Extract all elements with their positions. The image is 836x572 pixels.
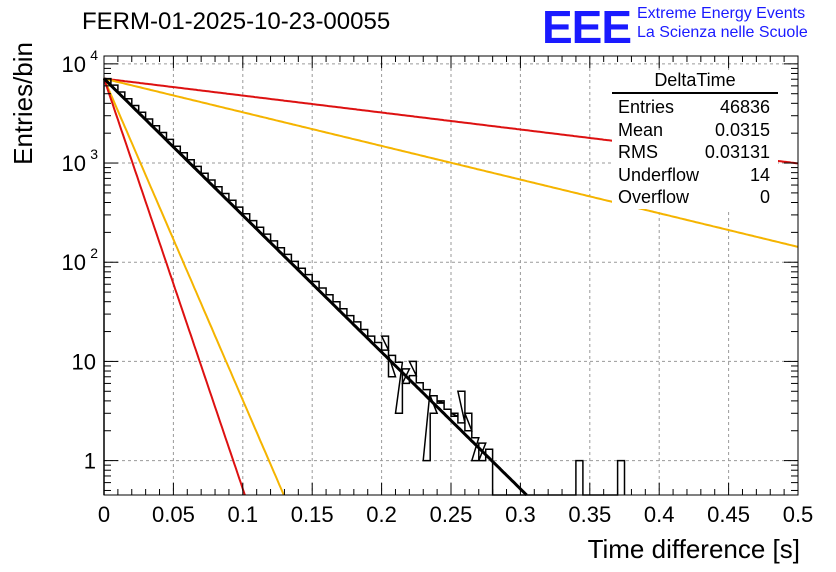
x-tick-label: 0.25 [430, 502, 473, 527]
stats-value: 0 [759, 187, 770, 207]
x-tick-label: 0.45 [707, 502, 750, 527]
logo-line-2: La Scienza nelle Scuole [637, 24, 808, 41]
y-tick-label: 10 [72, 349, 96, 374]
x-tick-label: 0.2 [366, 502, 397, 527]
logo-line-1: Extreme Energy Events [637, 5, 806, 22]
histogram-outline [103, 77, 626, 496]
x-tick-label: 0 [98, 502, 110, 527]
y-tick-label: 10 [62, 151, 86, 176]
stats-label: Underflow [618, 164, 700, 185]
stats-row-overflow: Overflow 0 [612, 186, 778, 209]
x-tick-label: 0.3 [505, 502, 536, 527]
y-tick-exponent: 2 [90, 245, 98, 261]
stats-row-mean: Mean 0.0315 [612, 119, 778, 142]
x-tick-label: 0.4 [644, 502, 675, 527]
stats-row-underflow: Underflow 14 [612, 164, 778, 187]
x-tick-label: 0.5 [783, 502, 814, 527]
x-tick-label: 0.1 [228, 502, 259, 527]
stats-label: Overflow [618, 187, 690, 207]
stats-row-entries: Entries 46836 [612, 96, 778, 119]
y-axis-label: Entries/bin [8, 42, 38, 165]
curve-fast-red [103, 78, 246, 496]
y-tick-label: 10 [62, 250, 86, 275]
stats-label: RMS [618, 142, 658, 162]
eee-logo: EEE [542, 1, 632, 53]
x-tick-label: 0.05 [152, 502, 195, 527]
x-tick-label: 0.15 [291, 502, 334, 527]
stats-row-rms: RMS 0.03131 [612, 141, 778, 164]
curve-fast-yellow [103, 78, 285, 496]
y-tick-label: 1 [84, 449, 96, 474]
curve-fit [102, 77, 528, 497]
chart-title: FERM-01-2025-10-23-00055 [82, 8, 391, 35]
stats-title: DeltaTime [612, 70, 778, 94]
curve-slow-yellow [103, 77, 799, 248]
stats-value: 14 [749, 164, 770, 185]
y-tick-exponent: 3 [90, 146, 98, 162]
y-tick-label: 10 [62, 52, 86, 77]
stats-value: 0.0315 [714, 119, 770, 140]
stats-value: 0.03131 [704, 142, 770, 162]
logo-caption: Extreme Energy Events La Scienza nelle S… [637, 4, 808, 42]
x-axis-label: Time difference [s] [588, 534, 800, 564]
stats-label: Mean [618, 119, 664, 140]
stats-label: Entries [618, 97, 675, 117]
x-tick-label: 0.35 [568, 502, 611, 527]
stats-value: 46836 [719, 97, 770, 117]
y-tick-exponent: 4 [90, 47, 98, 63]
stats-box: DeltaTime Entries 46836 Mean 0.0315 RMS … [612, 70, 778, 209]
